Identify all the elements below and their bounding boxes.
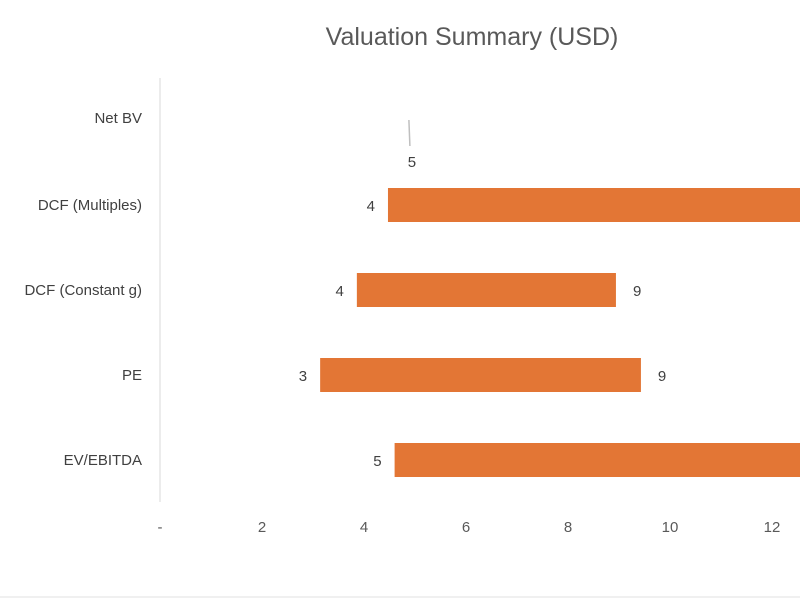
category-label: EV/EBITDA [64, 452, 142, 469]
high-value-label: 9 [658, 368, 666, 385]
x-tick-label: 10 [662, 519, 679, 536]
range-bar [408, 119, 411, 147]
x-tick-label: 12 [764, 519, 781, 536]
low-value-label: 4 [336, 283, 344, 300]
range-bar [320, 358, 641, 392]
x-tick-label: 4 [360, 519, 368, 536]
low-value-label: 3 [299, 368, 307, 385]
x-tick-label: 2 [258, 519, 266, 536]
x-tick-label: - [158, 519, 163, 536]
category-label: PE [122, 367, 142, 384]
chart-title: Valuation Summary (USD) [326, 23, 619, 51]
x-tick-label: 6 [462, 519, 470, 536]
high-value-label: 9 [633, 283, 641, 300]
range-bar [394, 443, 800, 477]
x-tick-label: 8 [564, 519, 572, 536]
category-label: DCF (Constant g) [24, 282, 142, 299]
range-bar [356, 273, 616, 307]
low-value-label: 4 [367, 198, 375, 215]
category-label: DCF (Multiples) [38, 197, 142, 214]
low-value-label: 5 [408, 154, 416, 171]
category-label: Net BV [94, 110, 142, 127]
low-value-label: 5 [373, 453, 381, 470]
range-bar [387, 188, 800, 222]
